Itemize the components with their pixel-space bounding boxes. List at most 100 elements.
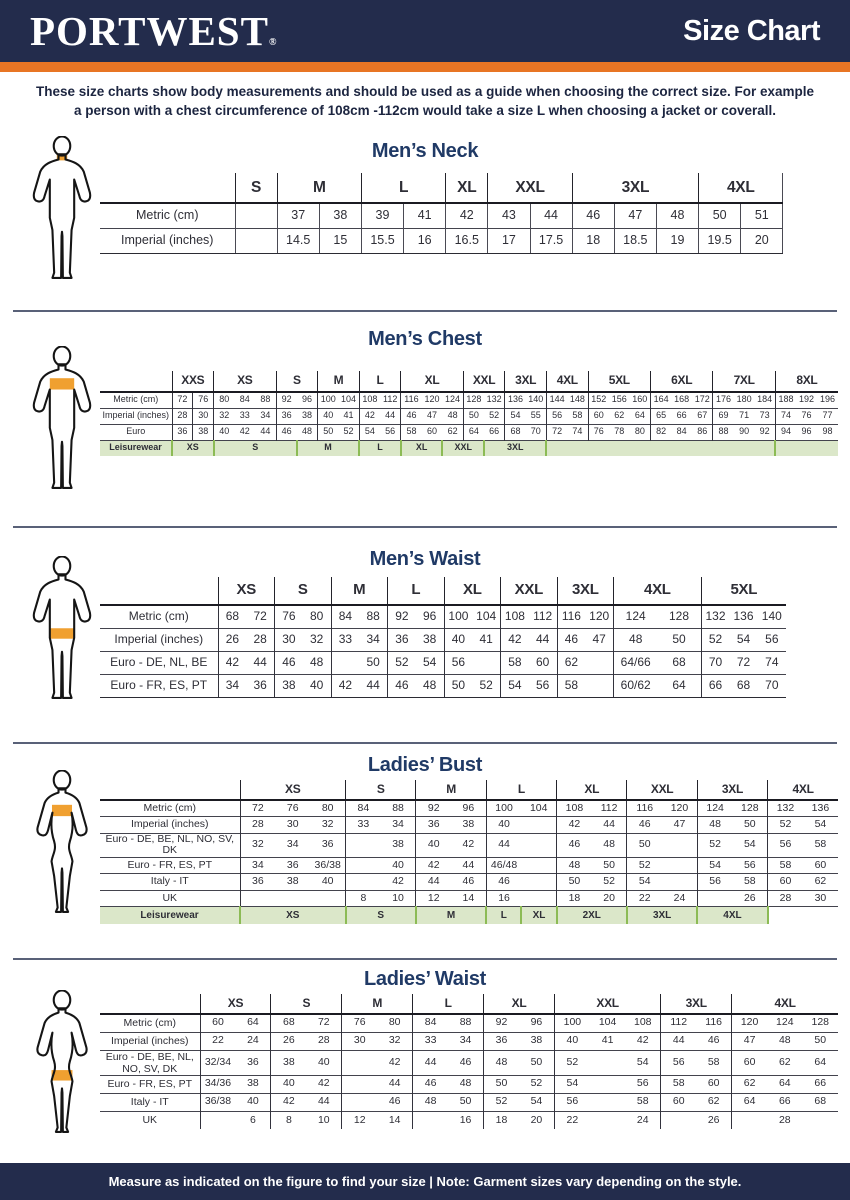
- size-table-container: XS S M L XL XXL 3XL 4XL Metric (cm) 60 64 68 72 76 80 8…: [100, 994, 850, 1130]
- size-cell: 124: [767, 1013, 803, 1032]
- size-cell: 60: [199, 1013, 236, 1032]
- size-cell: 78: [608, 423, 630, 440]
- size-cell: 72: [171, 391, 193, 408]
- size-group-header: XL: [556, 780, 627, 800]
- size-cell: 74: [757, 650, 786, 674]
- size-cell: 144: [545, 391, 568, 408]
- size-cell: 76: [192, 391, 214, 408]
- orange-accent-bar: [0, 62, 850, 72]
- size-cell: 34: [275, 832, 311, 858]
- size-cell: 56: [696, 873, 733, 891]
- size-cell: [199, 1110, 236, 1130]
- size-cell: 54: [732, 832, 768, 858]
- size-cell: 44: [377, 1074, 413, 1094]
- size-cell: 40: [380, 856, 416, 874]
- size-cell: 58: [625, 1092, 661, 1112]
- size-cell: 47: [585, 627, 614, 651]
- size-cell: 84: [671, 423, 693, 440]
- size-cell: 46: [626, 816, 663, 833]
- measure-band: [49, 628, 75, 639]
- size-cell: 52: [338, 423, 360, 440]
- size-cell: 55: [525, 407, 547, 424]
- size-cell: 92: [415, 799, 452, 817]
- size-cell: 40: [485, 816, 522, 833]
- size-cell: 64: [629, 407, 651, 424]
- size-cell: 42: [270, 1092, 307, 1112]
- male-figure-icon: [32, 135, 92, 279]
- size-cell: 54: [415, 650, 445, 674]
- size-cell: [589, 1074, 626, 1094]
- size-cell: 41: [338, 407, 360, 424]
- size-cell: 54: [802, 816, 839, 833]
- male-figure-icon: [32, 555, 92, 699]
- row-label: Metric (cm): [100, 1013, 200, 1032]
- size-table-mens-chest: XXS XS S M L XL XXL 3XL 4XL 5XL 6XL 7XL 8XL Metric (c…: [100, 371, 838, 456]
- size-cell: 60: [421, 423, 443, 440]
- size-cell: 112: [380, 391, 401, 408]
- size-cell: 44: [412, 1049, 449, 1076]
- size-group-header: L: [387, 577, 445, 605]
- portwest-logo: PORTWEST®: [30, 10, 276, 52]
- size-cell: 44: [380, 407, 401, 424]
- intro-line-1: These size charts show body measurements…: [36, 84, 814, 99]
- size-cell: 38: [296, 407, 318, 424]
- row-label: Imperial (inches): [100, 816, 240, 833]
- size-cell: 56: [767, 832, 803, 858]
- size-group-header: S: [345, 780, 416, 800]
- size-cell: 36/38: [199, 1092, 236, 1112]
- leisurewear-size: L: [358, 439, 401, 456]
- size-cell: 42: [380, 873, 416, 891]
- size-cell: 58: [732, 873, 768, 891]
- size-cell: 50: [443, 673, 473, 698]
- size-cell: [731, 1110, 768, 1130]
- table-corner: [100, 577, 218, 605]
- size-cell: 32: [302, 627, 332, 651]
- size-cell: 15: [318, 227, 362, 254]
- size-cell: 10: [380, 889, 416, 907]
- size-cell: 132: [700, 604, 730, 628]
- size-group-header: XS: [199, 994, 271, 1014]
- size-cell: [696, 889, 733, 907]
- size-cell: 68: [802, 1092, 838, 1112]
- size-cell: 64: [731, 1092, 768, 1112]
- size-cell: 52: [700, 627, 730, 651]
- size-group-header: XXS: [171, 371, 214, 392]
- size-cell: 16: [403, 227, 446, 254]
- size-cell: 54: [553, 1074, 590, 1094]
- size-cell: 128: [462, 391, 485, 408]
- size-cell: 38: [235, 1074, 271, 1094]
- size-group-header: XS: [213, 371, 277, 392]
- size-cell: 192: [796, 391, 817, 408]
- size-cell: 52: [767, 816, 803, 833]
- size-cell: 104: [589, 1013, 626, 1032]
- size-cell: 104: [472, 604, 501, 628]
- size-cell: 50: [657, 627, 702, 651]
- measure-band: [51, 1070, 73, 1081]
- size-cell: 98: [816, 423, 838, 440]
- size-cell: 66: [700, 673, 730, 698]
- size-table-container: XXS XS S M L XL XXL 3XL 4XL 5XL 6XL 7XL 8XL Metric (c…: [100, 371, 850, 456]
- size-cell: 36: [415, 816, 452, 833]
- size-cell: 116: [626, 799, 663, 817]
- size-cell: 164: [649, 391, 672, 408]
- size-cell: 44: [528, 627, 558, 651]
- size-cell: 80: [310, 799, 346, 817]
- page-title: Size Chart: [683, 14, 820, 47]
- size-cell: 60: [660, 1092, 697, 1112]
- size-cell: 66: [802, 1074, 838, 1094]
- size-group-header: 7XL: [712, 371, 776, 392]
- size-cell: 30: [802, 889, 839, 907]
- size-cell: 38: [451, 816, 487, 833]
- size-cell: 108: [625, 1013, 661, 1032]
- size-group-header: XS: [217, 577, 275, 605]
- size-cell: 140: [757, 604, 786, 628]
- size-cell: [662, 832, 698, 858]
- size-cell: 38: [518, 1031, 555, 1050]
- figure-mens-neck: [14, 135, 110, 289]
- leisurewear-size: M: [295, 439, 360, 456]
- size-cell: 50: [732, 816, 768, 833]
- section-mens-waist: Men’s Waist XS S M L XL XXL 3XL 4XL 5XL Metric (c…: [0, 528, 850, 742]
- size-cell: 92: [387, 604, 416, 628]
- size-cell: 76: [341, 1013, 378, 1032]
- size-cell: 46: [412, 1074, 449, 1094]
